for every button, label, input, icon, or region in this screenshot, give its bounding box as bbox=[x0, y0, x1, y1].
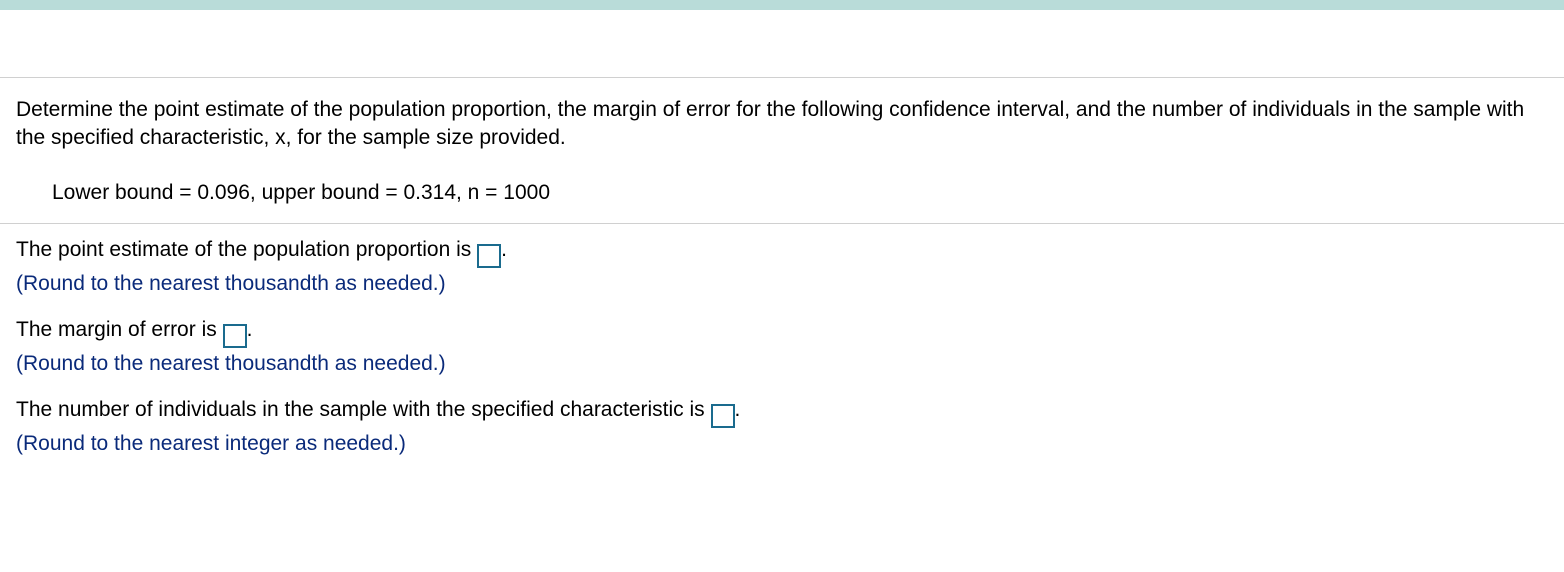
header-spacer bbox=[0, 10, 1564, 78]
point-estimate-hint: (Round to the nearest thousandth as need… bbox=[16, 272, 1548, 296]
num-individuals-label-before: The number of individuals in the sample … bbox=[16, 398, 711, 421]
point-estimate-label-before: The point estimate of the population pro… bbox=[16, 238, 477, 261]
question-block: Determine the point estimate of the popu… bbox=[0, 78, 1564, 224]
num-individuals-input[interactable] bbox=[711, 404, 735, 428]
point-estimate-input[interactable] bbox=[477, 244, 501, 268]
margin-error-input[interactable] bbox=[223, 324, 247, 348]
question-prompt: Determine the point estimate of the popu… bbox=[16, 96, 1548, 153]
answer-row-margin-error: The margin of error is . bbox=[16, 318, 1548, 348]
answer-row-num-individuals: The number of individuals in the sample … bbox=[16, 398, 1548, 428]
question-given-values: Lower bound = 0.096, upper bound = 0.314… bbox=[16, 181, 1548, 205]
num-individuals-label-after: . bbox=[735, 398, 741, 421]
margin-error-label-after: . bbox=[247, 318, 253, 341]
num-individuals-hint: (Round to the nearest integer as needed.… bbox=[16, 432, 1548, 456]
margin-error-hint: (Round to the nearest thousandth as need… bbox=[16, 352, 1548, 376]
margin-error-label-before: The margin of error is bbox=[16, 318, 223, 341]
answer-row-point-estimate: The point estimate of the population pro… bbox=[16, 238, 1548, 268]
answer-block: The point estimate of the population pro… bbox=[0, 224, 1564, 456]
point-estimate-label-after: . bbox=[501, 238, 507, 261]
top-accent-bar bbox=[0, 0, 1564, 10]
